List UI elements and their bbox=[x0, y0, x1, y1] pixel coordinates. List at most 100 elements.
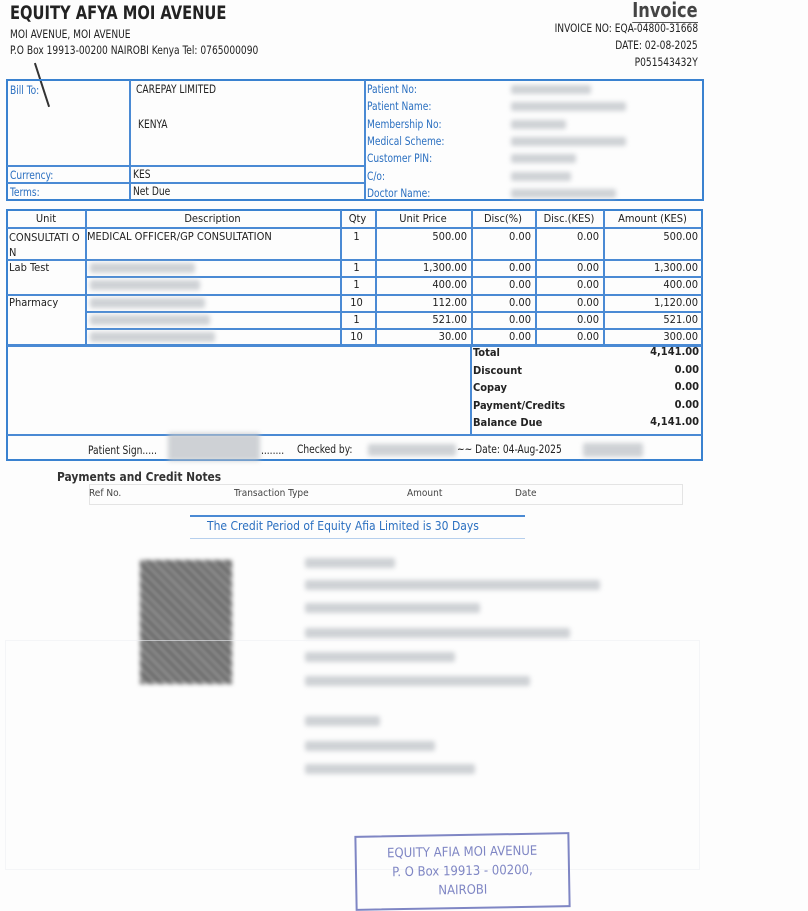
total-value: 0.00 bbox=[674, 380, 699, 393]
payments-header-type: Transaction Type bbox=[234, 488, 309, 499]
total-value: 4,141.00 bbox=[650, 345, 699, 358]
checked-by-label: Checked by: bbox=[297, 442, 353, 456]
payments-table bbox=[89, 484, 683, 505]
billing-box bbox=[6, 79, 704, 201]
terms-label: Terms: bbox=[10, 185, 40, 199]
column-header: Disc.(KES) bbox=[543, 212, 595, 225]
item-disc: 0.00 bbox=[576, 313, 599, 326]
stamp-line-3: NAIROBI bbox=[438, 882, 488, 899]
redacted-value bbox=[511, 154, 576, 164]
item-price: 1,300.00 bbox=[422, 261, 467, 274]
item-amount: 1,120.00 bbox=[653, 296, 698, 309]
faded-background-table bbox=[5, 640, 700, 870]
item-disc: 0.00 bbox=[576, 296, 599, 309]
qr-code bbox=[140, 560, 232, 684]
payments-header-ref: Ref No. bbox=[89, 488, 122, 499]
item-price: 521.00 bbox=[432, 313, 467, 326]
stamp-line-1: EQUITY AFIA MOI AVENUE bbox=[386, 843, 538, 862]
item-qty: 10 bbox=[350, 296, 363, 309]
company-name: EQUITY AFYA MOI AVENUE bbox=[10, 2, 227, 24]
credit-period-note: The Credit Period of Equity Afia Limited… bbox=[207, 519, 479, 533]
item-amount: 400.00 bbox=[663, 278, 698, 291]
item-qty: 1 bbox=[353, 261, 360, 274]
redacted-description bbox=[90, 332, 215, 342]
sign-date: ~~ Date: 04-Aug-2025 bbox=[457, 442, 562, 456]
item-amount: 500.00 bbox=[663, 230, 698, 243]
item-disc: 0.00 bbox=[576, 278, 599, 291]
column-header: Amount (KES) bbox=[618, 212, 687, 225]
item-disc: 0.00 bbox=[576, 330, 599, 343]
item-qty: 10 bbox=[350, 330, 363, 343]
address-line-1: MOI AVENUE, MOI AVENUE bbox=[10, 27, 131, 41]
item-price: 400.00 bbox=[432, 278, 467, 291]
pin-number: P051543432Y bbox=[634, 55, 698, 69]
item-disc_pct: 0.00 bbox=[508, 313, 531, 326]
patient-field-label: C/o: bbox=[367, 168, 386, 183]
item-qty: 1 bbox=[353, 313, 360, 326]
total-label: Total bbox=[473, 346, 500, 359]
patient-field-label: Customer PIN: bbox=[367, 151, 433, 166]
item-disc_pct: 0.00 bbox=[508, 261, 531, 274]
redacted-value bbox=[511, 119, 566, 129]
patient-sign-label: Patient Sign..... bbox=[88, 443, 157, 457]
total-value: 4,141.00 bbox=[650, 415, 699, 428]
bill-to-country: KENYA bbox=[138, 117, 168, 131]
total-label: Discount bbox=[473, 363, 522, 377]
payments-header-date: Date bbox=[515, 488, 537, 499]
total-label: Copay bbox=[473, 381, 507, 394]
address-line-2: P.O Box 19913-00200 NAIROBI Kenya Tel: 0… bbox=[10, 43, 259, 57]
item-price: 30.00 bbox=[438, 330, 467, 343]
patient-field-label: Membership No: bbox=[367, 116, 442, 131]
item-price: 500.00 bbox=[432, 230, 467, 243]
terms-value: Net Due bbox=[133, 184, 171, 198]
redacted-description bbox=[90, 298, 205, 308]
patient-field-label: Medical Scheme: bbox=[367, 133, 445, 148]
item-qty: 1 bbox=[353, 278, 360, 291]
currency-value: KES bbox=[133, 167, 151, 181]
redacted-value bbox=[511, 102, 626, 112]
patient-field-label: Doctor Name: bbox=[367, 185, 431, 200]
redacted-description bbox=[90, 315, 210, 325]
redacted-description bbox=[90, 263, 195, 273]
redacted-description bbox=[90, 280, 200, 290]
total-value: 0.00 bbox=[674, 362, 699, 376]
item-unit: Lab Test bbox=[9, 261, 50, 274]
redacted-value bbox=[511, 171, 571, 181]
company-stamp: EQUITY AFIA MOI AVENUE P. O Box 19913 - … bbox=[354, 832, 571, 911]
item-disc_pct: 0.00 bbox=[508, 230, 531, 243]
item-amount: 521.00 bbox=[663, 313, 698, 326]
total-value: 0.00 bbox=[674, 397, 699, 411]
invoice-date: DATE: 02-08-2025 bbox=[615, 38, 698, 52]
item-amount: 300.00 bbox=[663, 330, 698, 343]
column-header: Description bbox=[184, 212, 241, 225]
item-amount: 1,300.00 bbox=[653, 261, 698, 274]
item-disc_pct: 0.00 bbox=[508, 278, 531, 291]
item-unit: Pharmacy bbox=[9, 296, 59, 309]
item-unit: CONSULTATI ON bbox=[9, 231, 80, 259]
item-disc_pct: 0.00 bbox=[508, 296, 531, 309]
column-header: Qty bbox=[348, 212, 367, 225]
invoice-number: INVOICE NO: EQA-04800-31668 bbox=[554, 21, 698, 35]
patient-field-label: Patient No: bbox=[367, 82, 417, 96]
total-label: Payment/Credits bbox=[473, 398, 566, 412]
redacted-value bbox=[511, 188, 616, 198]
item-disc: 0.00 bbox=[576, 230, 599, 243]
column-header: Unit bbox=[35, 212, 57, 225]
total-label: Balance Due bbox=[473, 416, 543, 429]
items-table bbox=[6, 209, 703, 461]
item-price: 112.00 bbox=[432, 296, 467, 309]
bill-to-name: CAREPAY LIMITED bbox=[136, 82, 217, 96]
item-disc: 0.00 bbox=[576, 261, 599, 274]
document-title: Invoice bbox=[632, 0, 698, 23]
sign-dots: ........ bbox=[261, 443, 285, 457]
payments-title: Payments and Credit Notes bbox=[57, 469, 222, 484]
payments-header-amount: Amount bbox=[407, 488, 443, 499]
patient-field-label: Patient Name: bbox=[367, 99, 432, 114]
item-qty: 1 bbox=[353, 230, 360, 243]
bill-to-label: Bill To: bbox=[10, 83, 40, 97]
item-desc: MEDICAL OFFICER/GP CONSULTATION bbox=[87, 230, 272, 243]
redacted-value bbox=[511, 136, 626, 146]
currency-label: Currency: bbox=[10, 168, 54, 182]
item-disc_pct: 0.00 bbox=[508, 330, 531, 343]
column-header: Disc(%) bbox=[483, 212, 523, 225]
